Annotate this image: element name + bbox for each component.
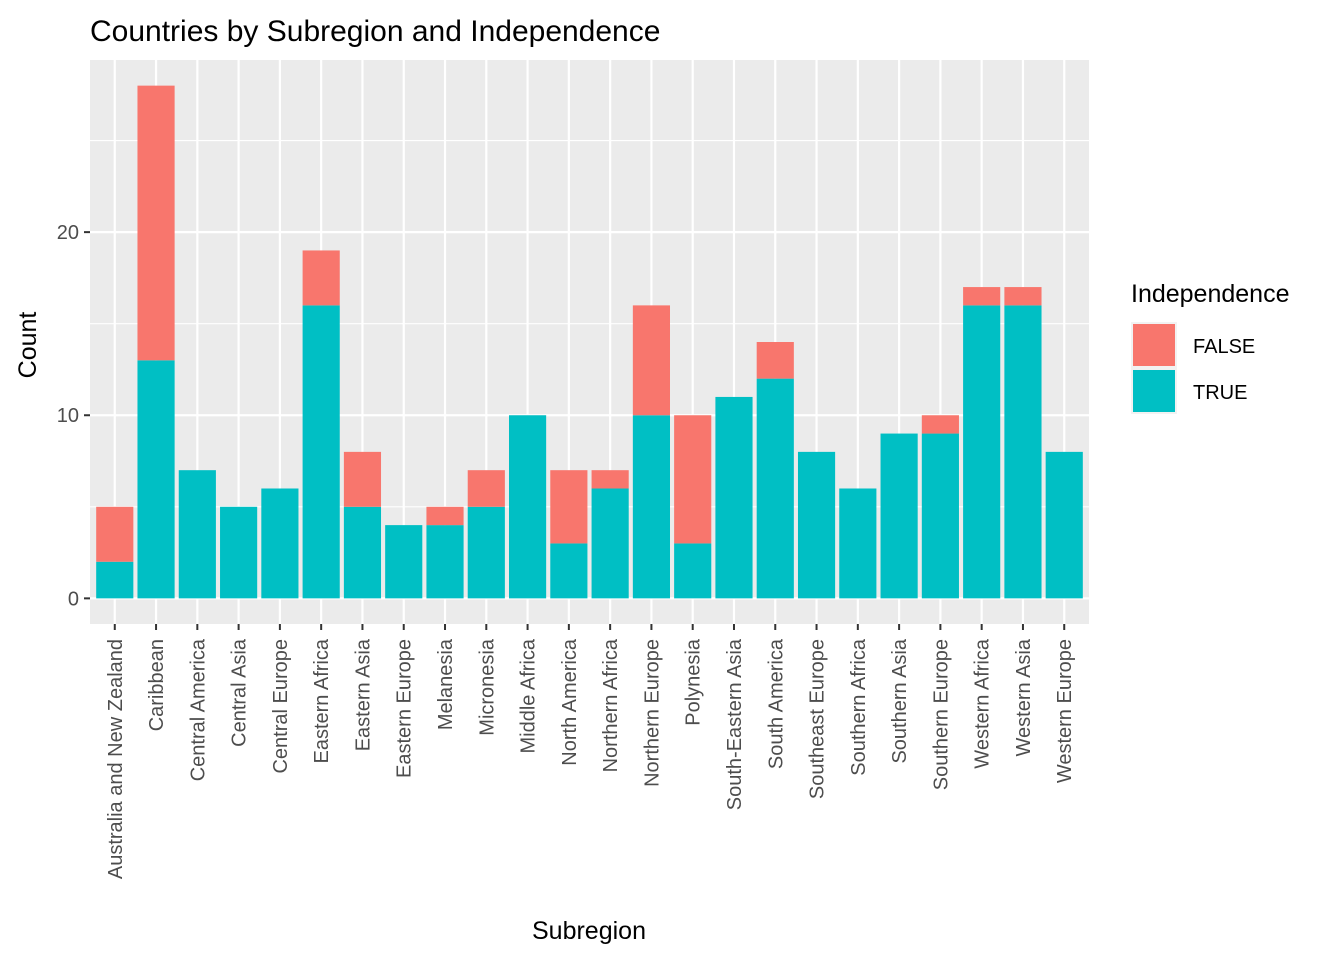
bar-segment-true (921, 433, 959, 599)
bar-segment-true (178, 470, 216, 599)
y-axis-label: Count (14, 312, 42, 379)
y-tick-label: 0 (68, 588, 79, 610)
legend: Independence FALSE TRUE (1131, 280, 1289, 414)
x-tick-label: Middle Africa (518, 638, 540, 753)
bar-segment-false (137, 85, 175, 361)
x-tick-label: Australia and New Zealand (105, 639, 127, 879)
x-tick-label: South America (765, 638, 787, 769)
x-tick-label: Central Europe (270, 639, 292, 774)
x-tick-label: Eastern Europe (394, 639, 416, 778)
bar-segment-true (509, 415, 547, 599)
legend-items: FALSE TRUE (1131, 322, 1255, 414)
legend-label: FALSE (1193, 336, 1255, 358)
x-tick-label: Polynesia (683, 638, 705, 726)
bar-segment-true (343, 506, 382, 599)
x-tick-label: Southern Asia (889, 638, 911, 763)
bar-segment-false (343, 451, 382, 507)
bar-segment-false (96, 506, 134, 562)
x-tick-label: North America (559, 638, 581, 766)
bar-segment-true (715, 396, 753, 599)
bar-segment-true (220, 506, 258, 599)
x-tick-label: Central America (187, 638, 209, 781)
x-axis-label: Subregion (532, 917, 646, 945)
x-tick-label: Micronesia (476, 638, 498, 736)
x-tick-label: Southern Europe (930, 639, 952, 790)
bar-segment-false (1004, 287, 1042, 306)
x-tick-label: Western Asia (1013, 638, 1035, 756)
x-tick-label: Eastern Asia (352, 638, 374, 751)
x-tick-label: South-Eastern Asia (724, 638, 746, 810)
legend-swatch (1133, 370, 1175, 412)
bar-segment-false (591, 470, 629, 489)
bar-segment-true (674, 543, 712, 599)
bar-segment-false (302, 250, 340, 306)
y-tick-label: 10 (57, 405, 79, 427)
x-tick-label: Northern Europe (641, 639, 663, 787)
bar-segment-true (302, 305, 340, 599)
legend-swatch (1133, 324, 1175, 366)
x-tick-label: Northern Africa (600, 638, 622, 772)
x-tick-label: Central Asia (229, 638, 251, 747)
y-tick-label: 20 (57, 222, 79, 244)
legend-title: Independence (1131, 280, 1289, 308)
bar-segment-true (797, 451, 836, 599)
bar-segment-true (1045, 451, 1083, 599)
bar-segment-false (921, 415, 959, 434)
bars-group (96, 85, 1083, 599)
bar-segment-true (137, 360, 175, 599)
bar-segment-true (385, 525, 423, 599)
x-tick-label: Western Europe (1054, 639, 1076, 783)
bar-segment-true (756, 378, 794, 599)
bar-segment-false (550, 470, 588, 544)
x-tick-label: Eastern Africa (311, 638, 333, 763)
bar-segment-false (756, 342, 794, 379)
x-tick-label: Melanesia (435, 638, 457, 730)
bar-segment-true (632, 415, 670, 599)
bar-segment-false (632, 305, 670, 416)
bar-segment-true (261, 488, 299, 599)
bar-segment-false (426, 506, 464, 526)
bar-segment-true (963, 305, 1001, 599)
bar-segment-true (839, 488, 877, 599)
x-tick-label: Southern Africa (848, 638, 870, 776)
x-axis: Australia and New Zealand Caribbean Centra… (105, 624, 1076, 879)
chart-title: Countries by Subregion and Independence (90, 15, 660, 48)
bar-segment-true (96, 561, 134, 599)
bar-segment-false (963, 287, 1001, 306)
bar-segment-true (467, 506, 505, 599)
bar-segment-true (880, 433, 918, 599)
x-tick-label: Caribbean (146, 639, 168, 731)
bar-segment-true (550, 543, 588, 599)
bar-segment-true (1004, 305, 1042, 599)
x-tick-label: Western Africa (972, 638, 994, 769)
bar-segment-false (674, 415, 712, 544)
y-axis: 0 10 20 (57, 222, 90, 610)
bar-segment-true (426, 525, 464, 599)
bar-segment-false (467, 470, 505, 507)
bar-segment-true (591, 488, 629, 599)
legend-label: TRUE (1193, 382, 1247, 404)
x-tick-label: Southeast Europe (807, 639, 829, 799)
